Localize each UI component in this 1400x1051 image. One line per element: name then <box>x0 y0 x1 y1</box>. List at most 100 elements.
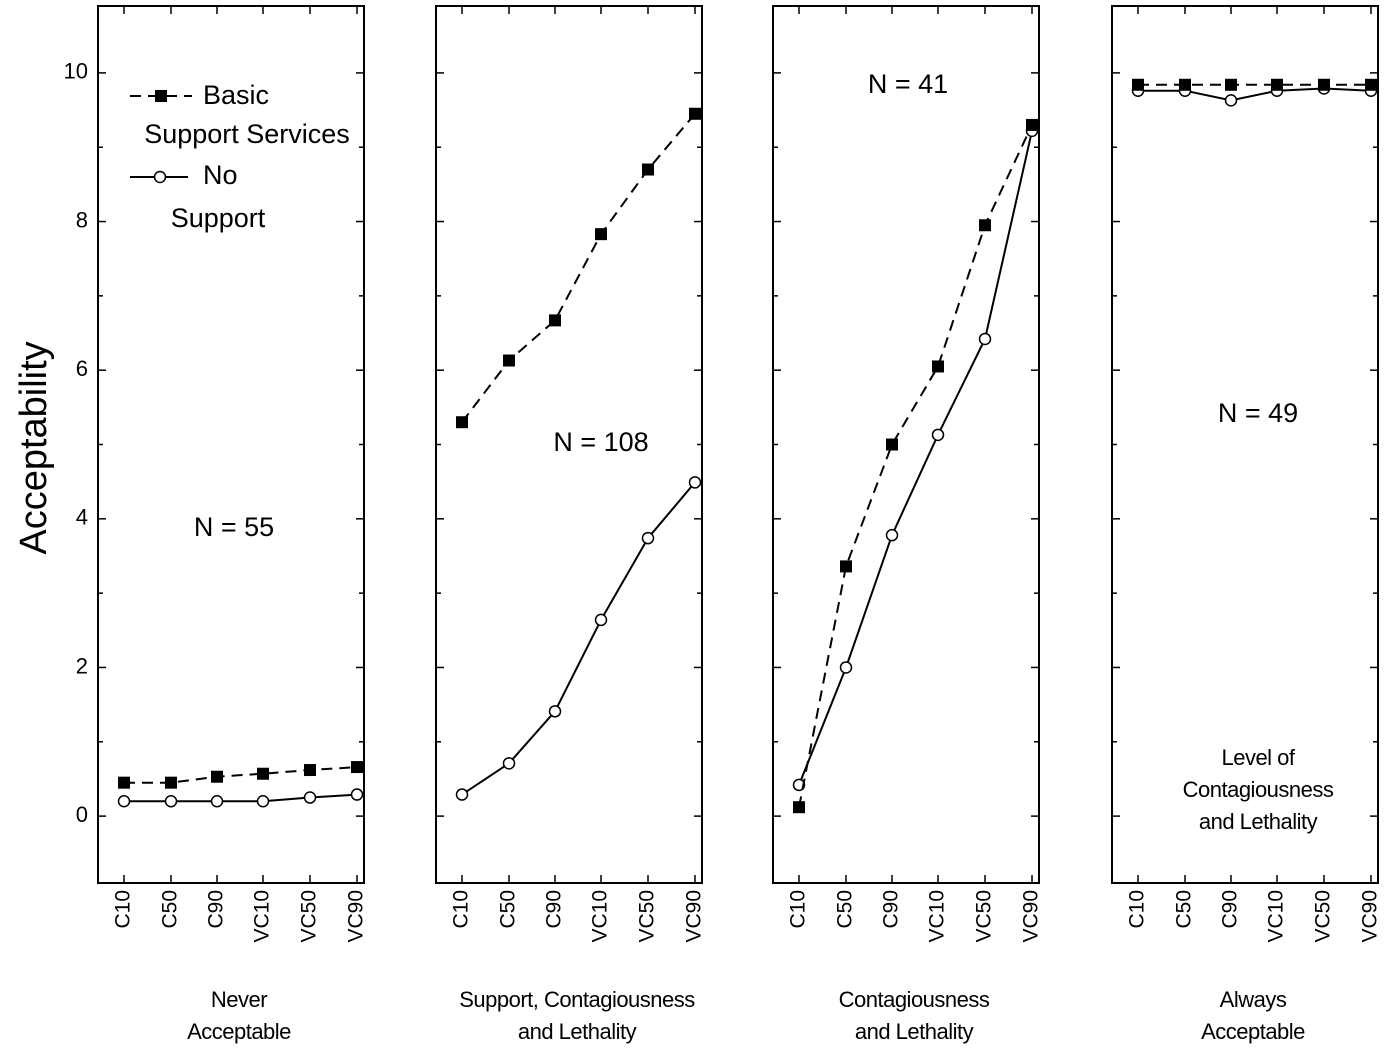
data-point-none <box>350 788 364 801</box>
data-point-basic <box>689 107 701 120</box>
data-point-basic <box>1318 78 1330 91</box>
data-point-none <box>641 531 655 545</box>
legend-label-basic: Support Services <box>144 119 350 149</box>
legend-label-none: Support <box>171 203 266 233</box>
data-point-basic <box>1365 78 1377 91</box>
y-tick-label: 8 <box>76 207 88 232</box>
data-point-basic <box>886 438 898 451</box>
y-tick-label: 6 <box>76 356 88 381</box>
panel-n-label: N = 55 <box>194 512 274 542</box>
data-point-basic <box>503 354 515 367</box>
x-tick-label: VC90 <box>1020 890 1043 943</box>
x-tick-label: VC50 <box>298 890 321 943</box>
data-point-basic <box>932 360 944 373</box>
data-point-none <box>117 794 131 808</box>
data-point-basic <box>211 770 223 783</box>
data-point-basic <box>351 761 363 774</box>
data-point-none <box>502 757 516 770</box>
x-tick-label: VC10 <box>926 890 949 943</box>
x-axis-annotation: Contagiousness <box>1183 777 1334 802</box>
data-point-basic <box>1271 78 1283 91</box>
data-point-basic <box>304 764 316 777</box>
panel-title: Support, Contagiousness <box>459 987 695 1012</box>
x-tick-label: C10 <box>112 890 135 929</box>
x-tick-label: VC90 <box>345 890 368 943</box>
x-tick-label: C50 <box>1173 890 1196 929</box>
data-point-none <box>455 788 469 801</box>
data-point-basic <box>118 776 130 789</box>
data-point-none <box>164 794 178 808</box>
x-tick-label: VC10 <box>251 890 274 943</box>
y-tick-label: 10 <box>64 59 88 84</box>
series-line-none <box>461 481 696 796</box>
panel-n-label: N = 41 <box>868 69 948 99</box>
legend-label-basic: Basic <box>203 80 269 110</box>
data-point-none <box>839 661 853 674</box>
data-point-none <box>210 794 224 808</box>
data-point-none <box>548 705 562 718</box>
series-line-basic <box>461 113 696 423</box>
panel-n-label: N = 49 <box>1218 398 1298 428</box>
series-line-none <box>798 130 1033 786</box>
y-axis-label: Acceptability <box>13 341 55 554</box>
panel-title: and Lethality <box>855 1019 974 1044</box>
x-axis-annotation: and Lethality <box>1199 809 1318 834</box>
x-tick-label: C10 <box>787 890 810 929</box>
x-tick-label: C50 <box>834 890 857 929</box>
x-axis-annotation: Level of <box>1221 745 1295 770</box>
data-point-none <box>885 528 899 542</box>
data-point-none <box>256 794 270 808</box>
data-point-none <box>978 332 992 346</box>
x-tick-label: VC90 <box>1359 890 1382 943</box>
x-tick-label: VC50 <box>1312 890 1335 943</box>
data-point-basic <box>257 767 269 780</box>
panel-title: Never <box>211 987 267 1012</box>
data-point-basic <box>642 163 654 176</box>
panel-title: Acceptable <box>187 1019 291 1044</box>
x-tick-label: VC90 <box>683 890 706 943</box>
data-point-none <box>792 778 806 792</box>
data-point-basic <box>595 228 607 241</box>
data-point-basic <box>549 314 561 327</box>
x-tick-label: C90 <box>1219 890 1242 929</box>
x-tick-label: C10 <box>1126 890 1149 929</box>
x-tick-label: C90 <box>880 890 903 929</box>
x-tick-label: C50 <box>159 890 182 929</box>
series-line-basic <box>798 124 1033 808</box>
data-point-basic <box>165 776 177 789</box>
panel-title: Contagiousness <box>839 987 990 1012</box>
y-tick-label: 0 <box>76 802 88 827</box>
data-point-basic <box>456 416 468 429</box>
data-point-basic <box>1026 118 1038 131</box>
data-point-basic <box>979 219 991 232</box>
y-tick-label: 4 <box>76 505 88 530</box>
x-tick-label: C10 <box>450 890 473 929</box>
data-point-basic <box>840 560 852 573</box>
x-tick-label: VC10 <box>1265 890 1288 943</box>
data-point-none <box>688 476 702 489</box>
panel-title: Acceptable <box>1201 1019 1305 1044</box>
panel-n-label: N = 108 <box>553 427 648 457</box>
data-point-basic <box>1179 78 1191 91</box>
data-point-none <box>931 428 945 442</box>
data-point-none <box>594 613 608 627</box>
series-line-none <box>1138 87 1372 102</box>
x-tick-label: VC50 <box>973 890 996 943</box>
x-tick-label: C90 <box>543 890 566 929</box>
series-line-basic <box>124 766 358 784</box>
panel-title: Always <box>1220 987 1287 1012</box>
data-point-basic <box>793 801 805 814</box>
x-tick-label: VC10 <box>589 890 612 943</box>
legend-label-none: No <box>203 160 238 190</box>
legend-marker-basic <box>155 90 167 102</box>
x-tick-label: C90 <box>205 890 228 929</box>
x-tick-label: VC50 <box>636 890 659 943</box>
legend-marker-none <box>153 170 167 184</box>
series-line-none <box>124 793 358 803</box>
data-point-none <box>303 791 317 804</box>
data-point-none <box>1224 94 1238 107</box>
panel-title: and Lethality <box>518 1019 637 1044</box>
data-point-basic <box>1132 78 1144 91</box>
data-point-basic <box>1225 78 1237 91</box>
